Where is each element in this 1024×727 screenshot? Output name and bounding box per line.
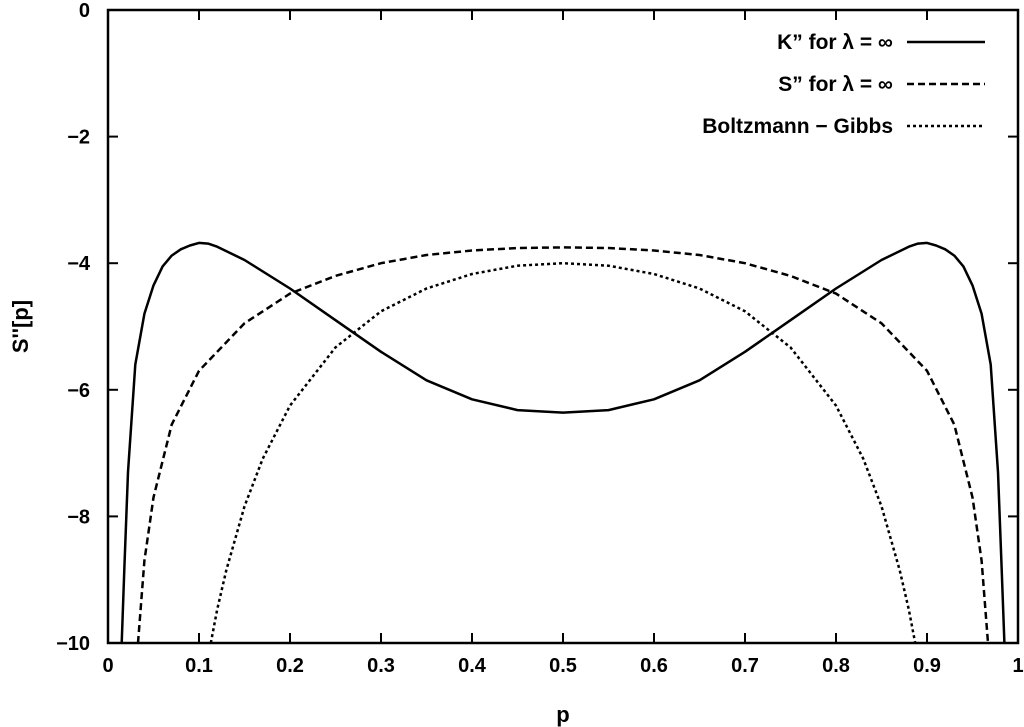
y-tick-label: −4 <box>67 253 91 275</box>
y-tick-label: −6 <box>67 380 90 402</box>
x-tick-label: 0.5 <box>549 655 577 677</box>
x-tick-label: 0.6 <box>640 655 668 677</box>
legend-label-1: S” for λ = ∞ <box>778 73 893 96</box>
series-line-1 <box>136 246 990 643</box>
y-axis-title: S''[p] <box>8 300 33 353</box>
x-tick-label: 0.4 <box>458 655 487 677</box>
x-tick-label: 1 <box>1012 655 1023 677</box>
legend: K” for λ = ∞ S” for λ = ∞ Boltzmann − Gibb… <box>702 31 985 138</box>
series-layer <box>120 241 1006 643</box>
ticks-layer: 0 0.1 0.2 0.3 0.4 0.5 0.6 0.7 0.8 0.9 1 0 −2 −4 −6 −8 −1… <box>56 0 1024 677</box>
y-tick-label: 0 <box>79 0 90 22</box>
y-tick-label: −2 <box>67 127 90 149</box>
x-tick-label: 0.1 <box>185 655 213 677</box>
x-tick-label: 0 <box>102 655 113 677</box>
x-axis-title: p <box>556 702 569 727</box>
legend-label-2: Boltzmann − Gibbs <box>702 115 893 138</box>
x-tick-label: 0.9 <box>913 655 941 677</box>
x-tick-label: 0.2 <box>276 655 304 677</box>
y-tick-label: −8 <box>67 506 90 528</box>
series-line-2 <box>209 261 917 643</box>
x-tick-label: 0.8 <box>822 655 850 677</box>
series-line-0 <box>120 241 1006 643</box>
legend-label-0: K” for λ = ∞ <box>777 31 893 54</box>
x-tick-label: 0.7 <box>731 655 759 677</box>
x-tick-label: 0.3 <box>367 655 395 677</box>
y-tick-label: −10 <box>56 633 90 655</box>
